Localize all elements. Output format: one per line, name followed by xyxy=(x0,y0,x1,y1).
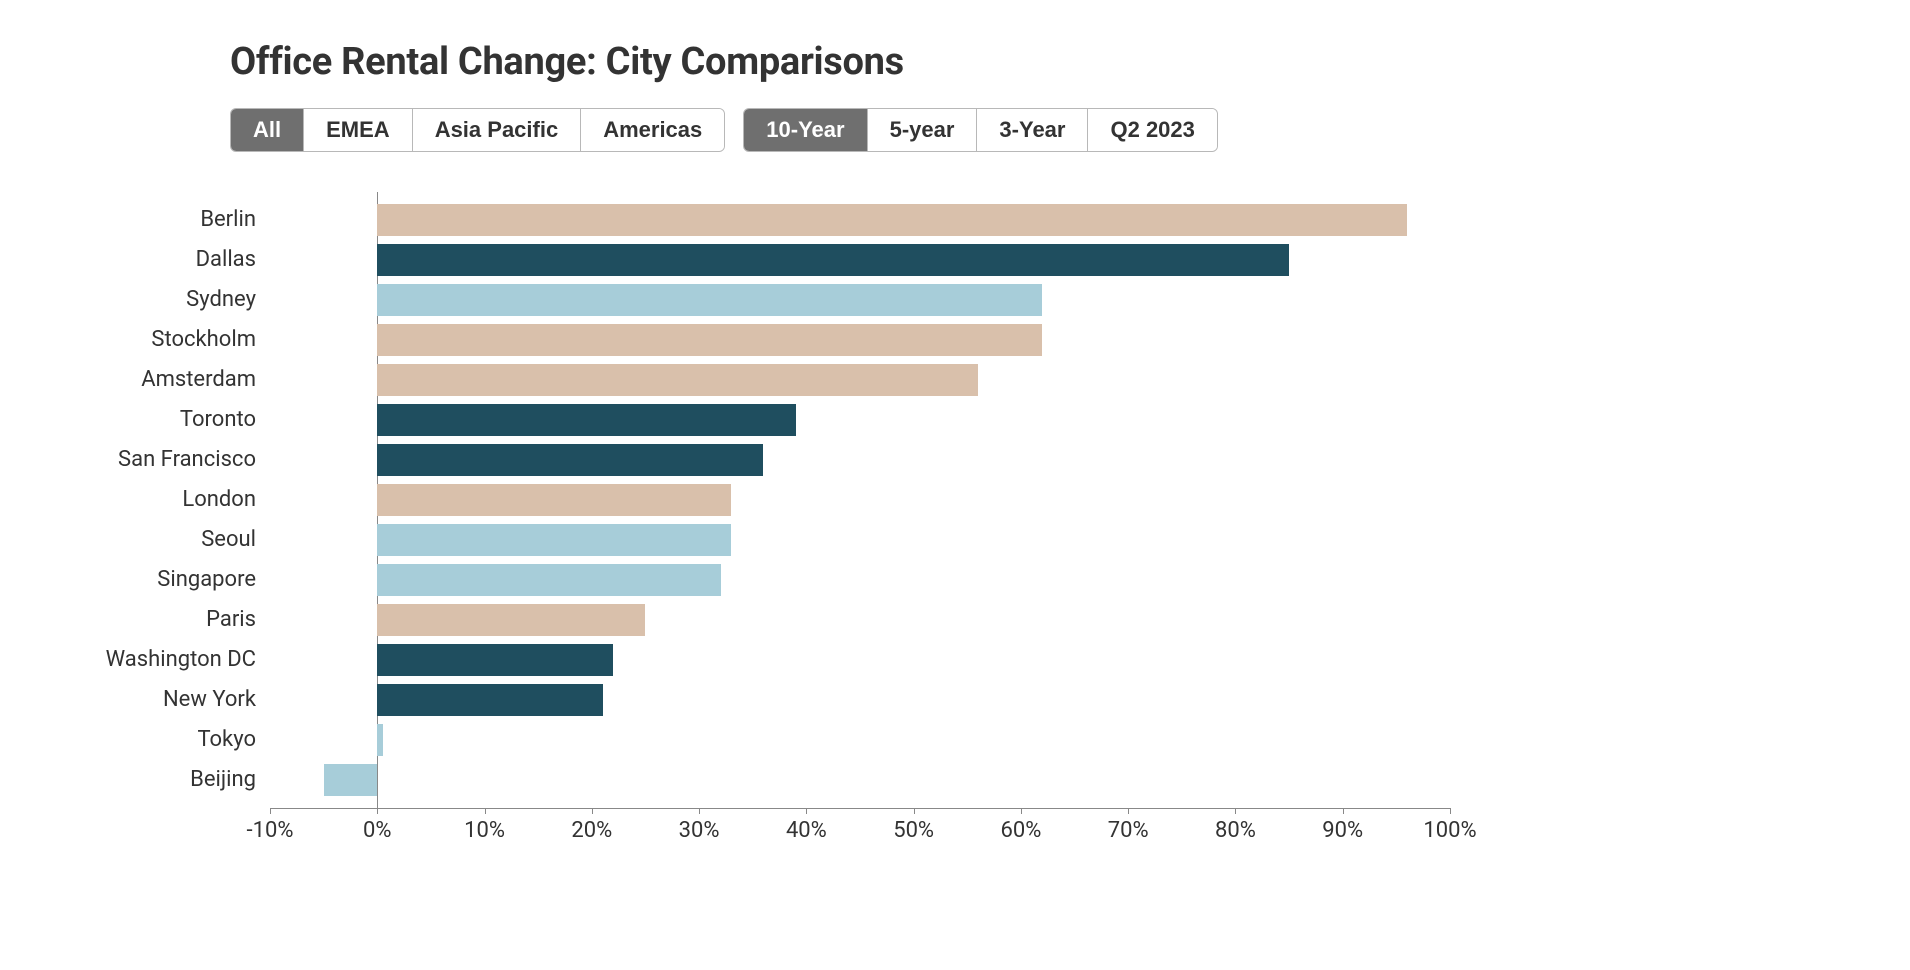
x-tick xyxy=(485,808,486,814)
x-tick-label: 0% xyxy=(363,818,391,843)
x-tick-label: 60% xyxy=(1000,818,1041,843)
bar xyxy=(377,204,1407,236)
y-label: Tokyo xyxy=(197,729,270,751)
x-tick xyxy=(1235,808,1236,814)
x-tick xyxy=(377,808,378,814)
x-tick xyxy=(699,808,700,814)
y-label: Amsterdam xyxy=(141,369,270,391)
x-tick-label: 70% xyxy=(1108,818,1149,843)
bar xyxy=(377,324,1042,356)
period-filter-10-year[interactable]: 10-Year xyxy=(744,109,867,151)
x-tick-label: 10% xyxy=(464,818,505,843)
y-label: Dallas xyxy=(196,249,270,271)
region-filter-group: AllEMEAAsia PacificAmericas xyxy=(230,108,725,152)
y-label: New York xyxy=(163,689,270,711)
x-tick xyxy=(1450,808,1451,814)
region-filter-all[interactable]: All xyxy=(231,109,304,151)
period-filter-5-year[interactable]: 5-year xyxy=(868,109,978,151)
x-tick-label: 40% xyxy=(786,818,827,843)
period-filter-q2-2023[interactable]: Q2 2023 xyxy=(1088,109,1216,151)
bar xyxy=(324,764,378,796)
x-axis-line xyxy=(270,808,1450,809)
chart-title: Office Rental Change: City Comparisons xyxy=(230,40,1910,84)
bar xyxy=(377,524,731,556)
x-tick-label: 50% xyxy=(893,818,934,843)
y-label: Toronto xyxy=(180,409,270,431)
x-tick-label: 20% xyxy=(571,818,612,843)
bar xyxy=(377,284,1042,316)
y-label: Beijing xyxy=(190,769,270,791)
period-filter-group: 10-Year5-year3-YearQ2 2023 xyxy=(743,108,1218,152)
x-tick-label: -10% xyxy=(247,818,294,843)
y-label: London xyxy=(182,489,270,511)
y-label: Paris xyxy=(206,609,270,631)
x-tick xyxy=(592,808,593,814)
bar xyxy=(377,724,382,756)
bar xyxy=(377,684,602,716)
x-tick xyxy=(270,808,271,814)
x-tick xyxy=(806,808,807,814)
x-axis: -10%0%10%20%30%40%50%60%70%80%90%100% xyxy=(270,808,1450,854)
x-tick xyxy=(914,808,915,814)
x-tick xyxy=(1128,808,1129,814)
period-filter-3-year[interactable]: 3-Year xyxy=(977,109,1088,151)
x-tick-label: 80% xyxy=(1215,818,1256,843)
region-filter-americas[interactable]: Americas xyxy=(581,109,724,151)
bar xyxy=(377,644,613,676)
bar xyxy=(377,244,1289,276)
bar xyxy=(377,564,720,596)
y-label: Sydney xyxy=(186,289,270,311)
region-filter-emea[interactable]: EMEA xyxy=(304,109,413,151)
controls: AllEMEAAsia PacificAmericas 10-Year5-yea… xyxy=(230,108,1910,152)
x-tick-label: 30% xyxy=(679,818,720,843)
bar xyxy=(377,364,978,396)
y-label: San Francisco xyxy=(118,449,270,471)
y-label: Berlin xyxy=(200,209,270,231)
chart: BerlinDallasSydneyStockholmAmsterdamToro… xyxy=(270,192,1650,854)
x-tick-label: 90% xyxy=(1322,818,1363,843)
bar xyxy=(377,604,645,636)
y-label: Singapore xyxy=(157,569,270,591)
region-filter-asia-pacific[interactable]: Asia Pacific xyxy=(413,109,582,151)
bar xyxy=(377,484,731,516)
plot-area: BerlinDallasSydneyStockholmAmsterdamToro… xyxy=(270,192,1450,808)
x-tick-label: 100% xyxy=(1423,818,1476,843)
y-label: Washington DC xyxy=(106,649,270,671)
y-label: Stockholm xyxy=(151,329,270,351)
x-tick xyxy=(1021,808,1022,814)
bar xyxy=(377,444,763,476)
bar xyxy=(377,404,795,436)
y-label: Seoul xyxy=(201,529,270,551)
x-tick xyxy=(1343,808,1344,814)
